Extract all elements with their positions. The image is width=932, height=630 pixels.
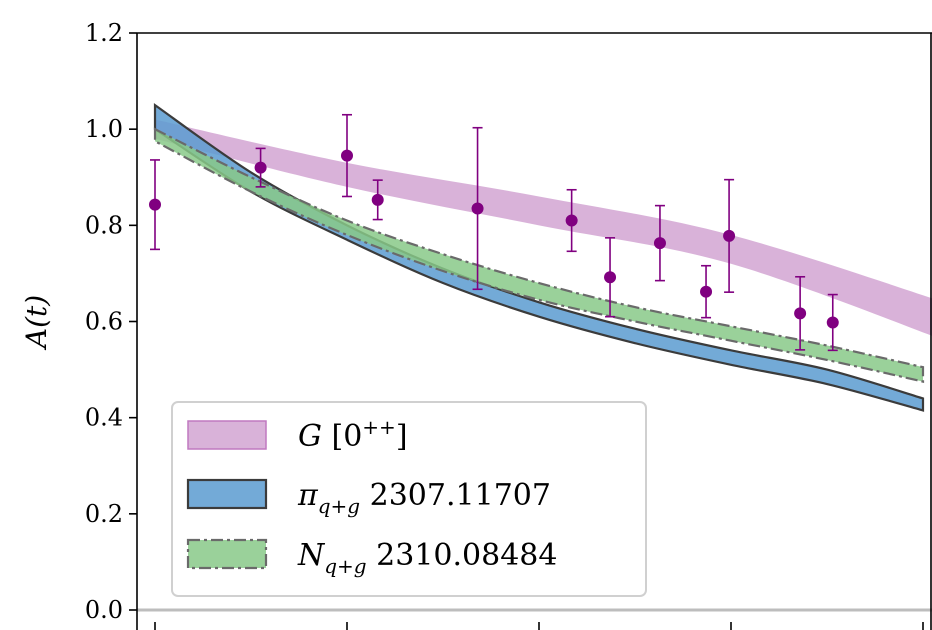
y-tick-label: 0.6 — [85, 308, 123, 336]
legend: G [0++] πq+g 2307.11707 Nq+g 2310.08484 — [171, 401, 647, 597]
legend-entry: G [0++] — [187, 415, 408, 454]
data-point — [341, 113, 353, 198]
data-point — [471, 126, 484, 291]
data-point — [604, 237, 617, 318]
data-point — [149, 159, 161, 251]
data-point — [826, 293, 839, 352]
data-point — [653, 204, 666, 282]
legend-box — [171, 401, 647, 597]
y-tick-label: 0.0 — [85, 596, 123, 624]
legend-swatch — [186, 538, 268, 570]
legend-swatch — [187, 420, 267, 450]
y-tick-label: 0.2 — [85, 500, 123, 528]
y-tick-label: 0.8 — [85, 211, 123, 239]
legend-entry: Nq+g 2310.08484 — [186, 538, 557, 578]
y-tick-label: 1.0 — [85, 115, 123, 143]
data-point — [794, 275, 807, 351]
data-point — [700, 264, 713, 319]
legend-entry: πq+g 2307.11707 — [186, 478, 551, 518]
y-tick-label: 0.4 — [85, 404, 123, 432]
band-g — [155, 119, 932, 336]
legend-label: G [0++] — [298, 415, 408, 454]
data-point — [723, 178, 736, 293]
legend-swatch — [186, 478, 268, 510]
y-tick-label: 1.2 — [85, 19, 123, 47]
data-point — [254, 147, 267, 188]
band-n — [153, 127, 925, 383]
y-axis-label: A(t) — [20, 295, 53, 351]
legend-label: πq+g 2307.11707 — [297, 478, 551, 518]
legend-label: Nq+g 2310.08484 — [297, 538, 557, 578]
data-point — [565, 188, 578, 253]
data-point — [371, 179, 384, 221]
